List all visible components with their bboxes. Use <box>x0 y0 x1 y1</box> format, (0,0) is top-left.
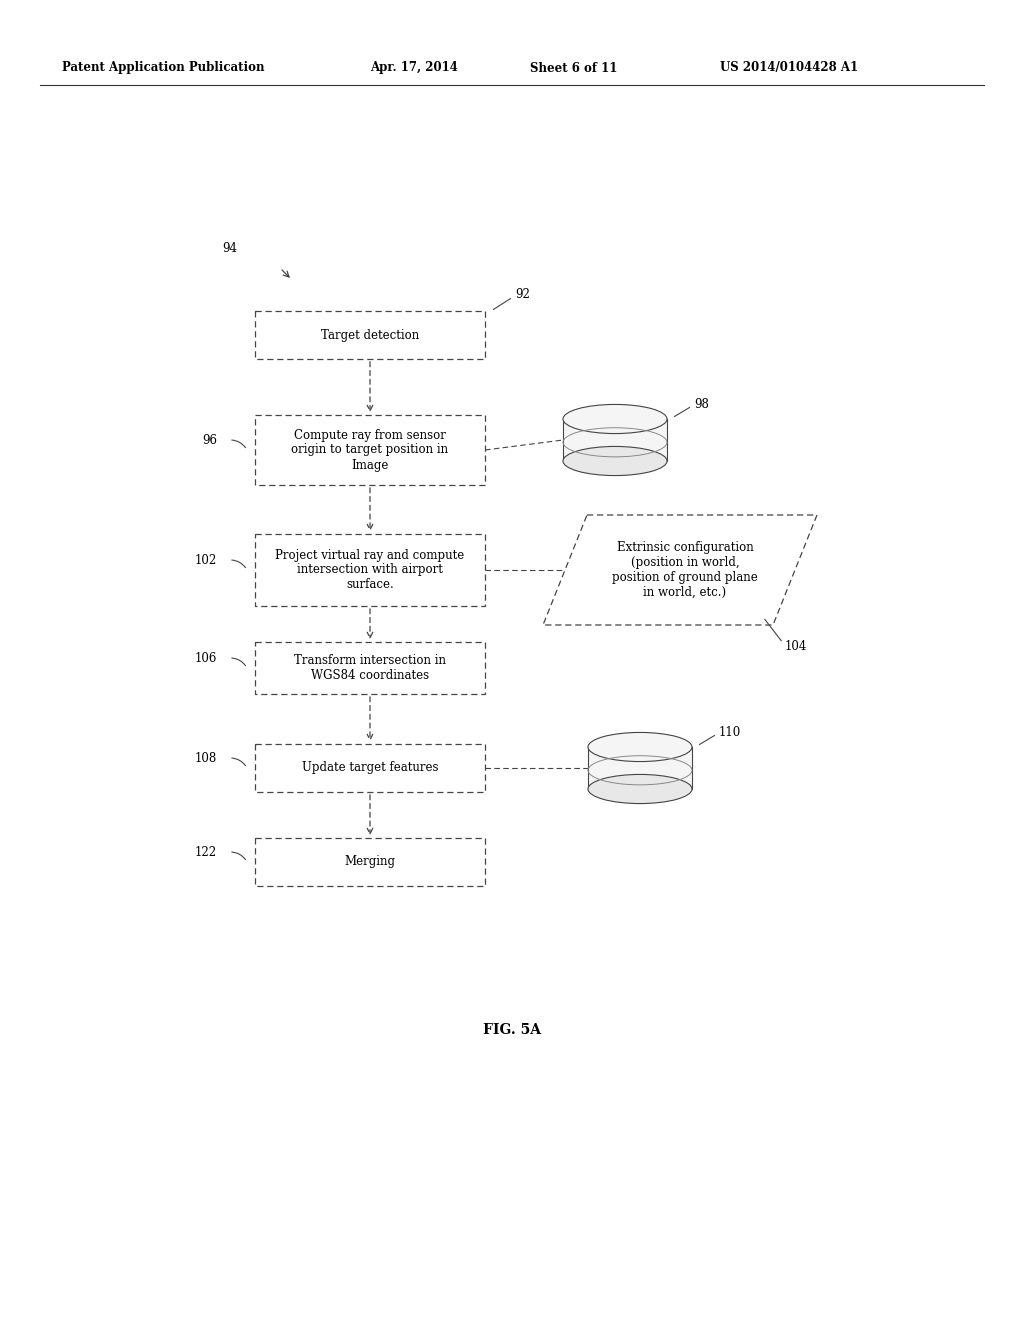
Text: 92: 92 <box>515 289 529 301</box>
Text: Target detection: Target detection <box>321 329 419 342</box>
Ellipse shape <box>563 446 667 475</box>
Text: FIG. 5A: FIG. 5A <box>483 1023 541 1038</box>
Text: 94: 94 <box>222 242 237 255</box>
Bar <box>255 535 485 606</box>
Text: 98: 98 <box>694 397 709 411</box>
Text: Extrinsic configuration
(position in world,
position of ground plane
in world, e: Extrinsic configuration (position in wor… <box>612 541 758 599</box>
Bar <box>588 747 692 789</box>
Text: Update target features: Update target features <box>302 762 438 775</box>
Bar <box>563 418 667 461</box>
Polygon shape <box>543 515 817 624</box>
Ellipse shape <box>588 775 692 804</box>
Text: Patent Application Publication: Patent Application Publication <box>62 62 264 74</box>
Text: Merging: Merging <box>344 855 395 869</box>
Bar <box>255 642 485 694</box>
Text: Transform intersection in
WGS84 coordinates: Transform intersection in WGS84 coordina… <box>294 653 446 682</box>
Text: 106: 106 <box>195 652 217 664</box>
Text: Compute ray from sensor
origin to target position in
Image: Compute ray from sensor origin to target… <box>292 429 449 471</box>
Text: 108: 108 <box>195 751 217 764</box>
Text: 110: 110 <box>719 726 741 738</box>
Ellipse shape <box>563 404 667 433</box>
Text: Project virtual ray and compute
intersection with airport
surface.: Project virtual ray and compute intersec… <box>275 549 465 591</box>
Text: 96: 96 <box>202 433 217 446</box>
Text: 102: 102 <box>195 553 217 566</box>
Bar <box>255 414 485 484</box>
Ellipse shape <box>588 733 692 762</box>
Bar <box>255 312 485 359</box>
Text: 122: 122 <box>195 846 217 858</box>
Text: US 2014/0104428 A1: US 2014/0104428 A1 <box>720 62 858 74</box>
Bar <box>255 744 485 792</box>
Text: Sheet 6 of 11: Sheet 6 of 11 <box>530 62 617 74</box>
Bar <box>255 838 485 886</box>
Text: 104: 104 <box>785 640 807 653</box>
Text: Apr. 17, 2014: Apr. 17, 2014 <box>370 62 458 74</box>
